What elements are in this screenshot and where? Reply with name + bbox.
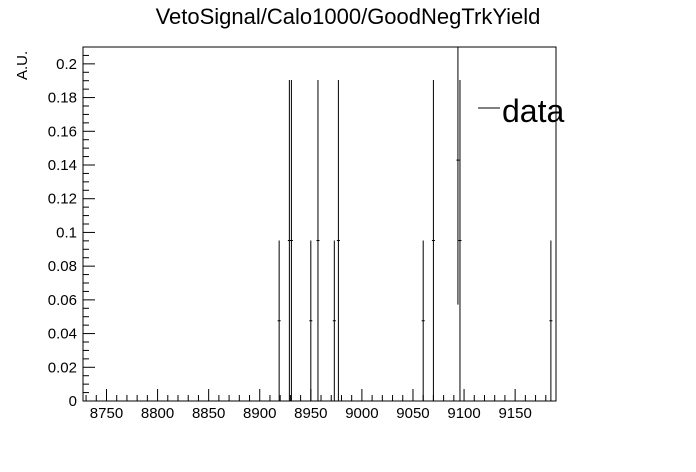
y-tick-label: 0.2 <box>56 56 77 73</box>
x-tick-label: 8850 <box>192 405 225 422</box>
y-tick-label: 0.12 <box>48 191 77 208</box>
y-tick-label: 0.04 <box>48 326 77 343</box>
x-tick-label: 9100 <box>447 405 480 422</box>
legend-label: data <box>502 93 564 129</box>
x-axis: 8750 8800 8850 8900 8950 9000 9050 9100 9150 <box>85 389 557 422</box>
x-tick-label: 8950 <box>294 405 327 422</box>
data-marks <box>277 47 553 401</box>
x-tick-label: 8900 <box>243 405 276 422</box>
y-tick-label: 0 <box>69 393 77 410</box>
chart-title: VetoSignal/Calo1000/GoodNegTrkYield <box>156 4 541 29</box>
y-tick-label: 0.06 <box>48 292 77 309</box>
plot-frame <box>82 46 557 402</box>
x-tick-label: 9150 <box>498 405 531 422</box>
y-tick-label: 0.1 <box>56 224 77 241</box>
x-tick-label: 8800 <box>141 405 174 422</box>
y-axis: 0 0.02 0.04 0.06 0.08 0.1 0.12 0.14 0.16 0.18 0.2 <box>48 54 95 410</box>
y-axis-title: A.U. <box>14 51 31 80</box>
y-tick-label: 0.14 <box>48 157 77 174</box>
y-tick-label: 0.08 <box>48 258 77 275</box>
y-tick-label: 0.18 <box>48 90 77 107</box>
y-tick-label: 0.02 <box>48 359 77 376</box>
x-tick-label: 8750 <box>90 405 123 422</box>
x-tick-label: 9000 <box>345 405 378 422</box>
legend: data <box>478 93 564 129</box>
y-tick-label: 0.16 <box>48 123 77 140</box>
x-tick-label: 9050 <box>396 405 429 422</box>
